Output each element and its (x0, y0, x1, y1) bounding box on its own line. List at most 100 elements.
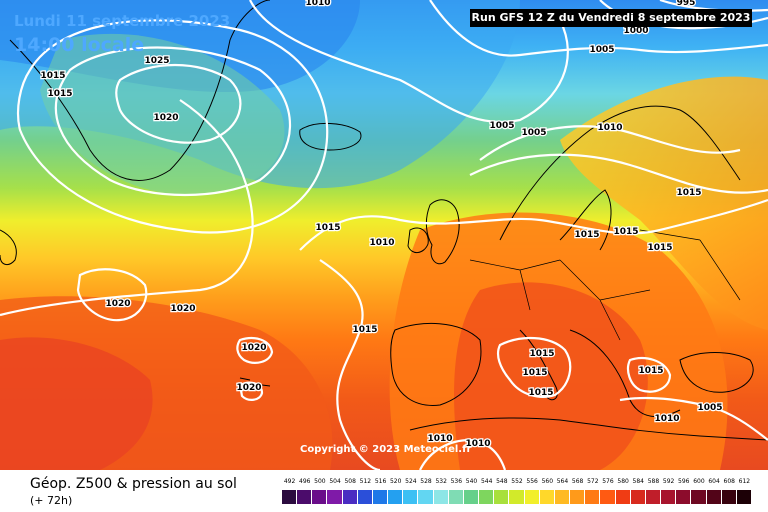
copyright-label: Copyright © 2023 Meteociel.fr (300, 444, 472, 455)
scale-swatch (479, 490, 495, 504)
scale-label: 520 (389, 478, 402, 485)
scale-label: 592 (662, 478, 675, 485)
scale-swatch (448, 490, 464, 504)
scale-swatch (645, 490, 662, 504)
scale-swatch (615, 490, 631, 504)
valid-time-label: 14:00 locale (14, 34, 145, 56)
scale-label: 556 (526, 478, 538, 485)
isobar-1020-north (54, 46, 291, 197)
scale-swatch (327, 490, 343, 504)
scale-swatch (570, 490, 586, 504)
isobar-1020-small-north (236, 336, 274, 364)
isobar-1015-balkans (626, 357, 672, 393)
italy-coast (519, 329, 558, 401)
isobar-1005-scandinavia (479, 125, 741, 161)
scale-swatch (661, 490, 677, 504)
isobar-label: 1020 (241, 343, 266, 353)
isobar-label: 1015 (529, 349, 554, 359)
geopotential-map: 1010 995 1000 1005 1025 1015 1015 1020 1005 1005 1… (0, 0, 768, 470)
isobar-labels: 1010 995 1000 1005 1025 1015 1015 1020 1005 1005 1… (39, 0, 724, 450)
british-isles-coast (425, 199, 460, 265)
isobar-label: 1010 (305, 0, 330, 8)
lead-time-label: (+ 72h) (30, 494, 73, 507)
isobar-label: 1015 (647, 243, 672, 253)
run-info-banner: Run GFS 12 Z du Vendredi 8 septembre 202… (470, 9, 752, 27)
scale-swatch (494, 490, 510, 504)
scale-label: 532 (435, 478, 447, 485)
scale-swatch (297, 490, 313, 504)
color-scale: 492 496 500 504 508 512 516 520 524 528 532 536 540 5… (282, 478, 752, 510)
country-borders (469, 229, 741, 341)
scale-swatch (721, 490, 737, 504)
scale-swatch (372, 490, 389, 504)
scandinavia-coast (499, 105, 741, 241)
scale-swatch (585, 490, 601, 504)
scale-label: 600 (693, 478, 705, 485)
scale-swatch (691, 490, 707, 504)
scale-label: 492 (283, 478, 296, 485)
scale-label: 524 (405, 478, 417, 485)
southwest-core (0, 337, 153, 470)
isobar-1020-mid (76, 268, 148, 322)
isobar-label: 1015 (676, 188, 701, 198)
scale-label: 516 (374, 478, 387, 485)
scale-swatch (312, 490, 328, 504)
scale-label: 500 (314, 478, 326, 485)
scale-swatch (463, 490, 480, 504)
scale-label: 572 (587, 478, 599, 485)
scale-label: 612 (738, 478, 751, 485)
scale-label: 564 (556, 478, 569, 485)
isobar-1005 (429, 0, 768, 57)
scale-label: 576 (602, 478, 614, 485)
scale-swatch (736, 490, 752, 504)
balkans-coast (569, 329, 681, 418)
scale-swatch (539, 490, 555, 504)
isobar-label: 1025 (144, 56, 169, 66)
isobar-label: 1005 (521, 128, 546, 138)
scale-label: 608 (723, 478, 735, 485)
map-title: Géop. Z500 & pression au sol (30, 476, 237, 492)
valid-date-label: Lundi 11 septembre 2023 (14, 12, 231, 30)
newfoundland-coast (0, 229, 17, 266)
isobar-label: 1015 (613, 227, 638, 237)
isobar-label: 1020 (105, 299, 130, 309)
scale-label: 528 (420, 478, 432, 485)
isobar-1015-italy (496, 336, 572, 398)
scale-label: 596 (678, 478, 690, 485)
scale-swatch (554, 490, 571, 504)
isobar-1015-iberia (319, 259, 381, 470)
isobar-1015-central (299, 198, 768, 251)
isobar-1010-east (619, 396, 768, 441)
isobar-label: 1020 (236, 383, 261, 393)
scale-swatch (676, 490, 692, 504)
scale-label: 580 (617, 478, 629, 485)
greenland-warm-bulge (40, 33, 285, 196)
scale-swatch (524, 490, 540, 504)
isobar-label: 1015 (522, 368, 547, 378)
isobar-label: 995 (677, 0, 696, 8)
isobar-label: 1010 (369, 238, 394, 248)
scale-label: 584 (632, 478, 644, 485)
scale-label: 512 (359, 478, 372, 485)
isobar-label: 1010 (465, 439, 490, 449)
scale-swatch (433, 490, 449, 504)
coastlines (0, 0, 768, 441)
isobar-1010-scandinavia (469, 153, 768, 194)
isobar-label: 1010 (427, 434, 452, 444)
north-africa-coast (409, 417, 768, 441)
scale-label: 540 (465, 478, 478, 485)
isobar-label: 1005 (589, 45, 614, 55)
isobar-label: 1015 (47, 89, 72, 99)
scale-swatch (630, 490, 646, 504)
scale-swatch (357, 490, 373, 504)
isobar-label: 1005 (489, 121, 514, 131)
azores-coast (239, 377, 271, 387)
isobar-1010 (249, 0, 569, 123)
isobar-label: 1015 (40, 71, 65, 81)
scale-swatch (418, 490, 434, 504)
isobar-1010-south (419, 438, 507, 470)
scale-label: 548 (496, 478, 508, 485)
scale-swatch (600, 490, 616, 504)
isobar-label: 1010 (597, 123, 622, 133)
scale-label: 604 (708, 478, 720, 485)
